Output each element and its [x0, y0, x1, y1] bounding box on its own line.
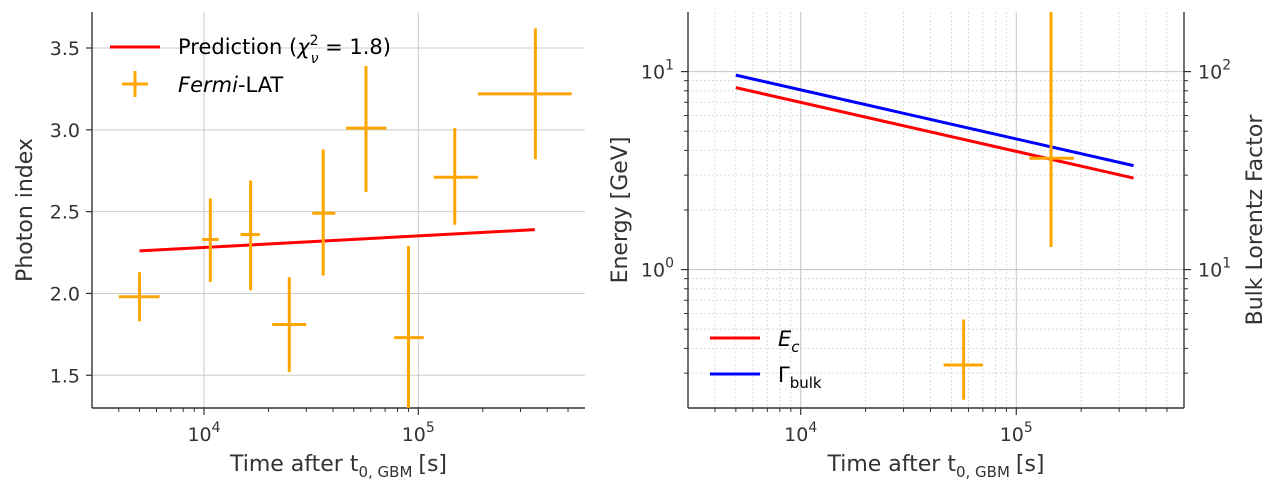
fermi-lat-point: [478, 28, 572, 160]
right-y-tick-label: 101: [1198, 256, 1231, 282]
gamma-bulk-line: [735, 73, 1134, 168]
legend-chi-symbol: χ: [296, 35, 311, 59]
secondary-y-axis-label: Bulk Lorentz Factor: [1243, 114, 1268, 326]
fermi-lat-energy-point: [1029, 12, 1074, 248]
y-tick-label: 101: [641, 58, 674, 84]
fermi-lat-energy-point: [943, 319, 983, 400]
fermi-lat-point: [393, 246, 424, 408]
legend-fermi-italic: Fermi: [178, 73, 238, 97]
x-tick-label: 104: [784, 420, 817, 446]
y-tick-label: 2.5: [50, 202, 80, 224]
ec-line: [735, 86, 1134, 180]
x-tick-label-base: 10: [402, 424, 426, 446]
right-y-tick-label-exponent: 2: [1222, 58, 1231, 74]
fermi-lat-point: [312, 149, 336, 276]
y-tick-label-exponent: 0: [665, 256, 674, 272]
x-tick-label-base: 10: [187, 424, 211, 446]
legend-value: = 1.8): [318, 35, 391, 59]
legend-ec-label: Ec: [778, 327, 800, 356]
fermi-lat-energy-points: [943, 12, 1074, 400]
x-axis-label-unit: [s]: [418, 452, 447, 477]
x-axis-label-subscript: 0, GBM: [956, 463, 1010, 481]
left-x-axis-label: Time after t0, GBM [s]: [229, 452, 447, 481]
y-tick-label: 1.5: [50, 365, 80, 387]
fermi-lat-point: [202, 198, 219, 282]
legend-prediction-label: Prediction (χ2 ν = 1.8): [178, 33, 391, 67]
left-grid: [92, 12, 585, 408]
right-y-tick-label-exponent: 1: [1222, 256, 1231, 272]
fermi-lat-point: [346, 66, 387, 192]
legend-gamma-main: Γ: [778, 363, 790, 387]
x-tick-label-exponent: 4: [212, 420, 221, 436]
fermi-lat-points: [118, 28, 572, 408]
y-tick-label-exponent: 1: [665, 58, 674, 74]
y-tick-label: 3.5: [50, 38, 80, 60]
right-y-tick-label-base: 10: [1198, 260, 1222, 282]
legend-text: Prediction (: [178, 35, 297, 59]
left-legend: Prediction (χ2 ν = 1.8) Fermi-LAT: [110, 33, 391, 97]
right-y-tick-label-base: 10: [1198, 62, 1222, 84]
legend-subscript: ν: [311, 51, 319, 67]
x-axis-label-unit: [s]: [1016, 452, 1045, 477]
legend-ec-main: E: [778, 327, 792, 351]
legend-fermi-rest: -LAT: [238, 73, 283, 97]
y-tick-label: 100: [641, 256, 674, 282]
fermi-lat-point: [433, 128, 479, 225]
right-y-tick-label: 102: [1198, 58, 1231, 84]
x-tick-label: 105: [1000, 420, 1033, 446]
x-axis-label-main: Time after t: [826, 452, 956, 477]
x-tick-label: 105: [402, 420, 435, 446]
right-grid: [688, 12, 1184, 408]
x-axis-label-subscript: 0, GBM: [358, 463, 412, 481]
fermi-lat-point: [240, 180, 260, 291]
x-tick-label-exponent: 5: [1024, 420, 1033, 436]
y-tick-label-base: 10: [641, 62, 665, 84]
x-tick-label: 104: [187, 420, 220, 446]
fermi-lat-point: [272, 277, 307, 372]
right-panel-y-axis-label: Energy [GeV]: [608, 137, 633, 284]
legend-fermi-label: Fermi-LAT: [178, 73, 283, 97]
y-tick-label: 2.0: [50, 283, 80, 305]
legend-superscript: 2: [310, 33, 319, 49]
y-tick-label: 3.0: [50, 120, 80, 142]
legend-gamma-subscript: bulk: [790, 374, 822, 392]
x-tick-label-base: 10: [784, 424, 808, 446]
y-tick-label-base: 10: [641, 260, 665, 282]
prediction-line: [139, 228, 535, 253]
x-tick-label-exponent: 4: [808, 420, 817, 436]
fermi-lat-point: [118, 272, 160, 322]
x-axis-label-main: Time after t: [229, 452, 359, 477]
legend-ec-subscript: c: [791, 338, 800, 356]
legend-gamma-label: Γbulk: [778, 363, 822, 392]
x-tick-label-exponent: 5: [426, 420, 435, 436]
x-tick-label-base: 10: [1000, 424, 1024, 446]
left-y-axis-label: Photon index: [13, 138, 38, 282]
right-x-axis-label: Time after t0, GBM [s]: [826, 452, 1044, 481]
